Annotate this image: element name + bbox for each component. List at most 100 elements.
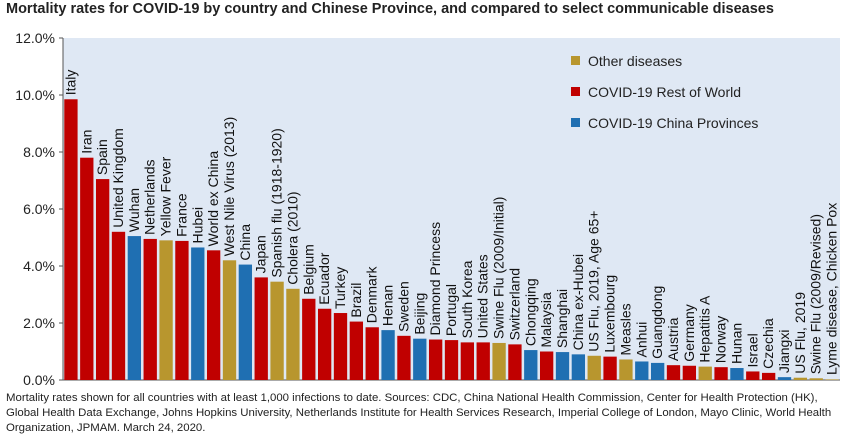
bar-label: Wuhan	[126, 188, 142, 232]
bar-label: Netherlands	[142, 159, 158, 235]
y-tick-label: 4.0%	[23, 258, 55, 274]
bar	[333, 313, 348, 380]
bar	[397, 335, 411, 380]
bar-label: China ex-Hubei	[570, 254, 586, 351]
bar	[349, 321, 364, 380]
bar-label: Shanghai	[554, 289, 570, 348]
bar	[698, 366, 712, 380]
legend-label: COVID-19 China Provinces	[588, 115, 758, 131]
chart-footnote: Mortality rates shown for all countries …	[6, 392, 832, 434]
bar-label: Luxembourg	[602, 275, 618, 353]
bar-label: Beijing	[411, 293, 427, 335]
bar-label: Italy	[62, 70, 78, 96]
bar	[365, 327, 379, 380]
bar-label: Spain	[94, 139, 110, 175]
bar	[222, 260, 237, 380]
bar-label: Brazil	[348, 283, 364, 318]
y-tick-label: 0.0%	[23, 372, 55, 388]
bar-label: Iran	[78, 130, 94, 154]
bar-label: United States	[475, 254, 491, 338]
bar-label: World ex China	[205, 151, 221, 247]
bar	[793, 377, 808, 380]
bar-label: Diamond Princess	[427, 222, 443, 336]
bar	[254, 277, 268, 380]
bar	[159, 240, 173, 380]
bar-label: Anhui	[633, 322, 649, 358]
bar-label: Denmark	[364, 265, 380, 323]
bar-label: Ecuador	[316, 252, 332, 304]
bar	[650, 362, 665, 380]
y-tick-label: 12.0%	[15, 30, 55, 46]
bar-label: Swine Flu (2009/Revised)	[808, 214, 824, 374]
bar-label: Swine Flu (2009/Initial)	[491, 197, 507, 339]
bar-label: Belgium	[300, 244, 316, 295]
bar	[539, 351, 554, 380]
bar	[111, 231, 126, 380]
bar-label: Israel	[744, 333, 760, 367]
bar	[413, 338, 427, 380]
bar-label: Henan	[380, 285, 396, 326]
bar-label: Austria	[665, 317, 681, 361]
bar-label: West Nile Virus (2013)	[221, 117, 237, 257]
bar	[64, 99, 78, 381]
bar-label: Germany	[681, 304, 697, 362]
bar	[524, 350, 538, 380]
bar	[666, 365, 681, 380]
y-tick-label: 6.0%	[23, 201, 55, 217]
bar	[555, 352, 570, 380]
bar	[714, 367, 728, 380]
bar	[746, 371, 760, 380]
bar-label: Jiangxi	[776, 330, 792, 374]
bar	[143, 238, 157, 380]
bar	[206, 250, 221, 380]
bar-label: Japan	[253, 235, 269, 273]
bar	[587, 355, 601, 380]
bar-label: Spanish flu (1918-1920)	[269, 128, 285, 277]
bar	[460, 342, 475, 380]
bar	[619, 359, 633, 380]
legend-swatch	[571, 118, 580, 127]
bar	[603, 356, 617, 380]
bar-label: Chongqing	[522, 278, 538, 346]
bar	[80, 157, 94, 380]
bar-label: Yellow Fever	[158, 156, 174, 236]
bar	[317, 308, 332, 380]
bar-label: United Kingdom	[110, 128, 126, 228]
bar	[809, 378, 823, 380]
bar-label: Switzerland	[506, 268, 522, 340]
bar	[127, 236, 142, 380]
bar-label: South Korea	[459, 260, 475, 338]
bar	[508, 344, 522, 380]
chart-title: Mortality rates for COVID-19 by country …	[6, 1, 774, 17]
legend-swatch	[571, 56, 580, 65]
bar	[270, 281, 284, 380]
bar-label: Cholera (2010)	[284, 191, 300, 284]
bar-label: Portugal	[443, 284, 459, 336]
bar	[381, 330, 395, 380]
bar-label: Hubei	[189, 207, 205, 244]
bar-label: Hunan	[728, 323, 744, 364]
bar	[777, 377, 792, 380]
bar-label: Hepatitis A	[697, 295, 713, 363]
bar-label: Lyme disease, Chicken Pox	[824, 203, 840, 375]
bar-label: China	[237, 224, 253, 261]
bar	[428, 339, 443, 380]
bar-label: US Flu, 2019	[792, 292, 808, 374]
bar	[492, 342, 506, 380]
bar	[302, 298, 316, 380]
bar	[238, 264, 253, 380]
bar	[825, 379, 839, 380]
bar	[95, 179, 110, 380]
bar	[761, 372, 776, 380]
bar	[444, 340, 459, 380]
bar	[635, 361, 649, 380]
legend-label: Other diseases	[588, 53, 682, 69]
bar	[571, 354, 586, 380]
legend-label: COVID-19 Rest of World	[588, 84, 741, 100]
bar-label: Czechia	[760, 318, 776, 369]
y-tick-label: 8.0%	[23, 144, 55, 160]
bar-label: Norway	[713, 316, 729, 363]
bar	[286, 288, 300, 380]
bar-label: Guangdong	[649, 286, 665, 359]
